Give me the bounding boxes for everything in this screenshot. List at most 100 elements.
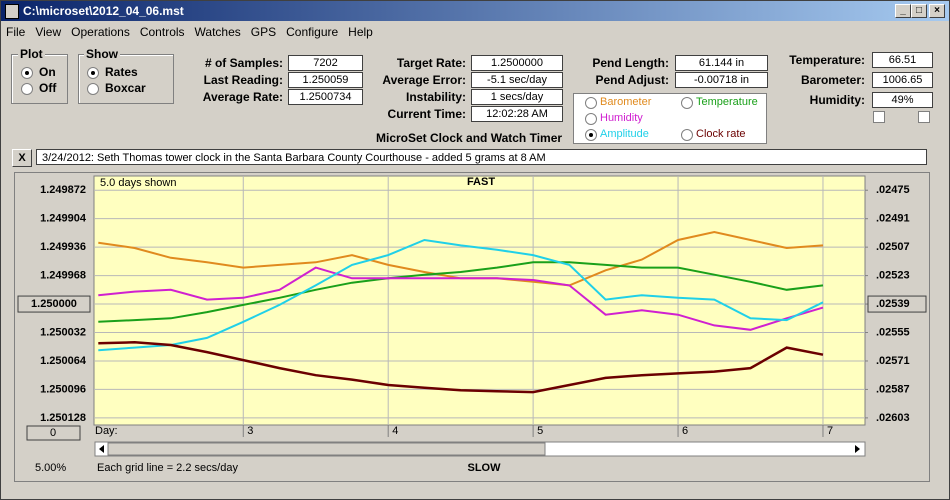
show-rates-radio[interactable] (87, 67, 99, 79)
y-tick-label: 1.249936 (40, 241, 86, 253)
field-label: Pend Length: (592, 56, 669, 70)
field-label: Current Time: (387, 107, 466, 121)
y-tick-label: 1.250000 (31, 298, 77, 310)
legend-radio[interactable] (585, 113, 597, 125)
field-value[interactable]: -0.00718 in (675, 72, 768, 88)
y-tick-label: 1.250032 (40, 326, 86, 338)
offset-button-label: 0 (50, 427, 56, 439)
field-label: Pend Adjust: (595, 73, 669, 87)
legend-label: Amplitude (600, 128, 649, 140)
menu-item[interactable]: View (35, 25, 62, 39)
minimize-button[interactable]: _ (895, 4, 911, 18)
scroll-thumb[interactable] (107, 442, 546, 456)
y-tick-label: 1.250096 (40, 383, 86, 395)
zoom-label: 5.00% (35, 462, 66, 474)
menu-item[interactable]: Operations (71, 25, 130, 39)
top-label: FAST (467, 176, 495, 188)
plot-off-radio[interactable] (21, 83, 33, 95)
y2-tick-label: .02555 (876, 326, 910, 338)
y2-tick-label: .02491 (876, 213, 910, 225)
maximize-button[interactable]: □ (911, 4, 927, 18)
y2-tick-button[interactable] (867, 295, 927, 313)
field-label: Instability: (405, 90, 466, 104)
legend-radio[interactable] (681, 97, 693, 109)
field-value[interactable]: -5.1 sec/day (471, 72, 563, 88)
caption: MicroSet Clock and Watch Timer (376, 131, 563, 145)
field-label: Last Reading: (203, 73, 283, 87)
note-field[interactable]: 3/24/2012: Seth Thomas tower clock in th… (36, 149, 927, 165)
field-label: Barometer: (800, 73, 865, 87)
field-value[interactable]: 1006.65 (872, 72, 933, 88)
plot-on-label: On (39, 65, 56, 79)
window-title: C:\microset\2012_04_06.mst (23, 4, 184, 18)
field-value[interactable]: 61.144 in (675, 55, 768, 71)
show-boxcar-label: Boxcar (105, 81, 146, 95)
x-tick-label: 6 (682, 425, 688, 437)
menu-item[interactable]: Help (348, 25, 373, 39)
y-tick-label: 1.249968 (40, 270, 86, 282)
days-shown: 5.0 days shown (100, 177, 176, 189)
plot-group-title: Plot (18, 47, 45, 61)
y2-tick-label: .02523 (876, 270, 910, 282)
field-label: Humidity: (809, 93, 865, 107)
close-note-button[interactable]: X (12, 149, 32, 167)
field-value[interactable]: 1 secs/day (471, 89, 563, 105)
legend-label: Temperature (696, 96, 758, 108)
menu-item[interactable]: GPS (250, 25, 277, 39)
legend-label: Barometer (600, 96, 652, 108)
y2-tick-label: .02507 (876, 241, 910, 253)
y-tick-label: 1.249904 (40, 213, 87, 225)
y2-tick-label: .02603 (876, 412, 910, 424)
field-value[interactable]: 7202 (288, 55, 363, 71)
field-label: Temperature: (789, 53, 865, 67)
checkbox[interactable] (918, 111, 930, 123)
show-group (78, 54, 174, 104)
field-label: Target Rate: (396, 56, 466, 70)
menu-item[interactable]: Controls (139, 25, 185, 39)
y-tick-label: 1.250064 (40, 355, 87, 367)
show-boxcar-radio[interactable] (87, 83, 99, 95)
grid-note: Each grid line = 2.2 secs/day (97, 462, 238, 474)
menu-item[interactable]: Watches (194, 25, 241, 39)
show-group-title: Show (84, 47, 120, 61)
series-line (98, 238, 824, 352)
legend-radio[interactable] (585, 97, 597, 109)
x-axis-label: Day: (95, 425, 118, 437)
field-value[interactable]: 66.51 (872, 52, 933, 68)
series-line (98, 261, 824, 323)
plot-area (93, 175, 866, 426)
x-tick-label: 5 (537, 425, 543, 437)
y2-tick-label: .02475 (876, 184, 910, 196)
menu-bar: File View Operations Controls Watches GPS Conf… (1, 23, 949, 42)
legend-box (573, 93, 767, 144)
offset-button[interactable] (26, 425, 81, 441)
y2-tick-label: .02571 (876, 355, 910, 367)
scroll-left-arrow[interactable] (99, 445, 104, 453)
legend-radio[interactable] (681, 129, 693, 141)
scroll-right-arrow[interactable] (855, 445, 860, 453)
field-value[interactable]: 12:02:28 AM (471, 106, 563, 122)
menu-item[interactable]: Configure (286, 25, 339, 39)
menu-item[interactable]: File (6, 25, 26, 39)
field-value[interactable]: 1.2500000 (471, 55, 563, 71)
plot-on-radio[interactable] (21, 67, 33, 79)
legend-radio[interactable] (585, 129, 597, 141)
field-value[interactable]: 1.2500734 (288, 89, 363, 105)
legend-label: Humidity (600, 112, 643, 124)
plot-off-label: Off (39, 81, 57, 95)
y-tick-button[interactable] (17, 295, 91, 313)
y-tick-label: 1.250128 (40, 412, 86, 424)
show-rates-label: Rates (105, 65, 138, 79)
x-tick-label: 3 (247, 425, 253, 437)
y-tick-label: 1.249872 (40, 184, 86, 196)
close-window-button[interactable]: × (929, 4, 945, 18)
bottom-label: SLOW (468, 462, 502, 474)
checkbox[interactable] (873, 111, 885, 123)
field-label: Average Error: (382, 73, 466, 87)
y2-tick-label: .02587 (876, 383, 910, 395)
field-value[interactable]: 1.250059 (288, 72, 363, 88)
field-label: # of Samples: (204, 56, 283, 70)
legend-label: Clock rate (696, 128, 746, 140)
field-value[interactable]: 49% (872, 92, 933, 108)
